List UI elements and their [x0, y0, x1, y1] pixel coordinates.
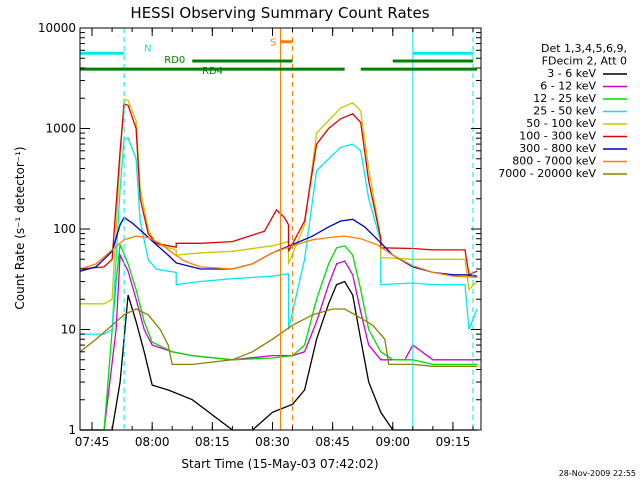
- legend-label-3: 25 - 50 keV: [533, 105, 596, 118]
- y-tick-label-1: 10: [61, 323, 76, 337]
- series-line-0: [80, 280, 477, 431]
- flag-label-n: N: [144, 43, 151, 54]
- legend-header-0: Det 1,3,4,5,6,9,: [541, 42, 627, 55]
- legend-label-6: 300 - 800 keV: [519, 142, 596, 155]
- legend-label-4: 50 - 100 keV: [526, 117, 596, 130]
- x-tick-label-1: 08:00: [135, 435, 170, 449]
- x-tick-label-0: 07:45: [75, 435, 110, 449]
- x-tick-label-4: 08:45: [315, 435, 350, 449]
- legend-label-1: 6 - 12 keV: [540, 80, 596, 93]
- y-axis-label: Count Rate (s⁻¹ detector⁻¹): [13, 146, 27, 309]
- chart-title: HESSI Observing Summary Count Rates: [130, 4, 429, 22]
- legend-label-5: 100 - 300 keV: [519, 130, 596, 143]
- x-tick-label-3: 08:30: [255, 435, 290, 449]
- flag-label-rd0: RD0: [164, 55, 185, 66]
- series-line-7: [79, 235, 478, 279]
- x-tick-label-6: 09:15: [436, 435, 471, 449]
- x-axis-label: Start Time (15-May-03 07:42:02): [181, 457, 378, 471]
- flag-label-rd4: RD4: [202, 66, 223, 77]
- legend-label-2: 12 - 25 keV: [533, 92, 596, 105]
- y-tick-label-3: 1000: [45, 122, 76, 136]
- x-tick-label-2: 08:15: [195, 435, 230, 449]
- axes: 07:45 08:00 08:15 08:30 08:45 09:00 09:15 1 10 10…: [38, 21, 482, 449]
- legend: Det 1,3,4,5,6,9,FDecim 2, Att 03 - 6 keV…: [498, 42, 627, 180]
- flag-label-s: S: [270, 38, 276, 49]
- legend-label-7: 800 - 7000 keV: [512, 155, 596, 168]
- timestamp: 28-Nov-2009 22:55: [559, 469, 636, 478]
- series-line-2: [80, 244, 477, 431]
- legend-label-0: 3 - 6 keV: [547, 67, 596, 80]
- legend-header-1: FDecim 2, Att 0: [542, 55, 627, 68]
- x-tick-label-5: 09:00: [375, 435, 410, 449]
- legend-label-8: 7000 - 20000 keV: [498, 167, 596, 180]
- series-line-8: [79, 308, 477, 367]
- y-tick-label-4: 10000: [38, 21, 76, 35]
- y-tick-label-2: 100: [53, 222, 76, 236]
- y-tick-label-0: 1: [68, 423, 76, 437]
